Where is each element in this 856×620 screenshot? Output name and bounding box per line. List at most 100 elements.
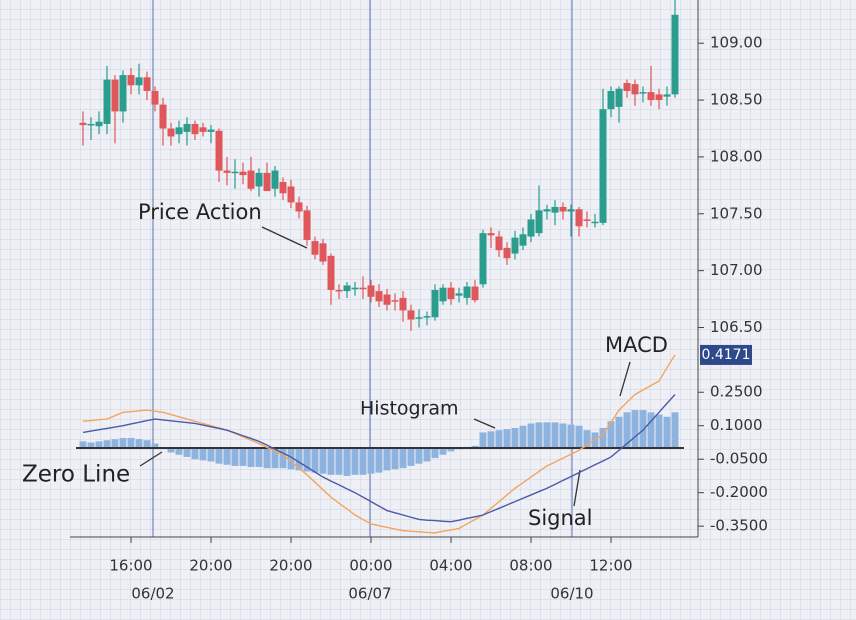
histogram-bar [503, 429, 511, 449]
y-tick-label: 107.50 [710, 204, 763, 222]
candle-body [511, 237, 519, 254]
x-tick-label: 04:00 [429, 557, 472, 575]
x-tick-label: 20:00 [269, 557, 312, 575]
x-tick-label: 12:00 [589, 557, 632, 575]
y-tick-label: -0.2000 [710, 483, 768, 501]
candle-body [359, 287, 367, 290]
histogram-bar [447, 448, 455, 452]
histogram-bar [575, 425, 583, 449]
candle-body [623, 83, 631, 91]
histogram-bar [215, 448, 223, 464]
candle-body [103, 79, 111, 124]
macd-line [82, 354, 676, 534]
annotation: Histogram [360, 398, 459, 420]
candle-body [447, 287, 455, 300]
candle-body [287, 186, 295, 203]
histogram-bar [647, 412, 655, 449]
histogram-bar [567, 424, 575, 449]
histogram-bar [415, 448, 423, 464]
x-tick-label: 16:00 [109, 557, 152, 575]
candle-body [407, 310, 415, 320]
histogram-bar [207, 448, 215, 462]
candle-body [279, 181, 287, 194]
candle-body [423, 316, 431, 318]
y-tick-label: 0.2500 [710, 383, 763, 401]
histogram-bar [327, 448, 335, 475]
candle-body [239, 171, 247, 176]
annotation: Signal [528, 506, 593, 530]
histogram-bar [431, 448, 439, 459]
value-badge-label: 0.4171 [702, 347, 751, 363]
candle-body [223, 170, 231, 173]
histogram-bar [311, 448, 319, 473]
histogram-bar [615, 416, 623, 449]
histogram-bar [607, 421, 615, 449]
histogram-bar [655, 414, 663, 449]
leader-line [139, 451, 163, 467]
annotation: Price Action [138, 200, 262, 224]
histogram-bar [559, 423, 567, 449]
x-tick-label: 20:00 [189, 557, 232, 575]
candle-body [255, 172, 263, 187]
histogram-bar [639, 410, 647, 449]
candle-body [471, 286, 479, 301]
candle-body [335, 289, 343, 292]
histogram-bar [551, 422, 559, 449]
candle-body [503, 247, 511, 259]
histogram-bar [423, 448, 431, 462]
leader-line [473, 418, 496, 429]
y-tick-label: 107.00 [710, 261, 763, 279]
y-tick-label: 109.00 [710, 34, 763, 52]
candle-body [231, 171, 239, 174]
histogram-bar [191, 448, 199, 460]
histogram-bar [143, 440, 151, 449]
candle-body [351, 287, 359, 290]
candle-body [551, 206, 559, 213]
candle-body [343, 285, 351, 292]
histogram-bar [359, 448, 367, 475]
histogram-bar [543, 422, 551, 449]
histogram-bar [399, 448, 407, 469]
candle-body [559, 206, 567, 212]
candle-body [583, 219, 591, 221]
candle-body [375, 291, 383, 302]
x-tick-label: 08:00 [509, 557, 552, 575]
candle-body [87, 123, 95, 126]
candle-body [439, 287, 447, 302]
histogram-bar [479, 432, 487, 449]
histogram-bar [295, 448, 303, 471]
candle-body [199, 127, 207, 132]
histogram-bar [495, 430, 503, 449]
histogram-bar [439, 448, 447, 455]
candle-body [367, 285, 375, 297]
y-tick-label: -0.3500 [710, 517, 768, 535]
candle-body [463, 286, 471, 298]
histogram-bar [183, 448, 191, 457]
candle-body [143, 77, 151, 91]
histogram-bar [535, 422, 543, 449]
histogram-bar [407, 448, 415, 466]
histogram-bar [343, 448, 351, 476]
histogram-bar [111, 439, 119, 449]
candle-body [191, 123, 199, 135]
histogram-bar [279, 448, 287, 469]
histogram-bar [599, 427, 607, 449]
histogram-bar [255, 448, 263, 468]
candle-body [135, 77, 143, 86]
candle-body [127, 75, 135, 86]
candle-body [263, 172, 271, 192]
candle-body [639, 92, 647, 94]
candle-body [415, 317, 423, 319]
histogram-bar [351, 448, 359, 475]
histogram-bar [583, 430, 591, 449]
histogram-bar [103, 440, 111, 449]
candle-body [319, 243, 327, 262]
candle-body [391, 300, 399, 302]
candle-body [599, 109, 607, 223]
candle-body [519, 234, 527, 246]
histogram-bar [119, 437, 127, 449]
value-badge [700, 344, 752, 365]
candle-body [535, 210, 543, 234]
y-tick-label: 108.00 [710, 147, 763, 165]
candle-body [303, 210, 311, 240]
